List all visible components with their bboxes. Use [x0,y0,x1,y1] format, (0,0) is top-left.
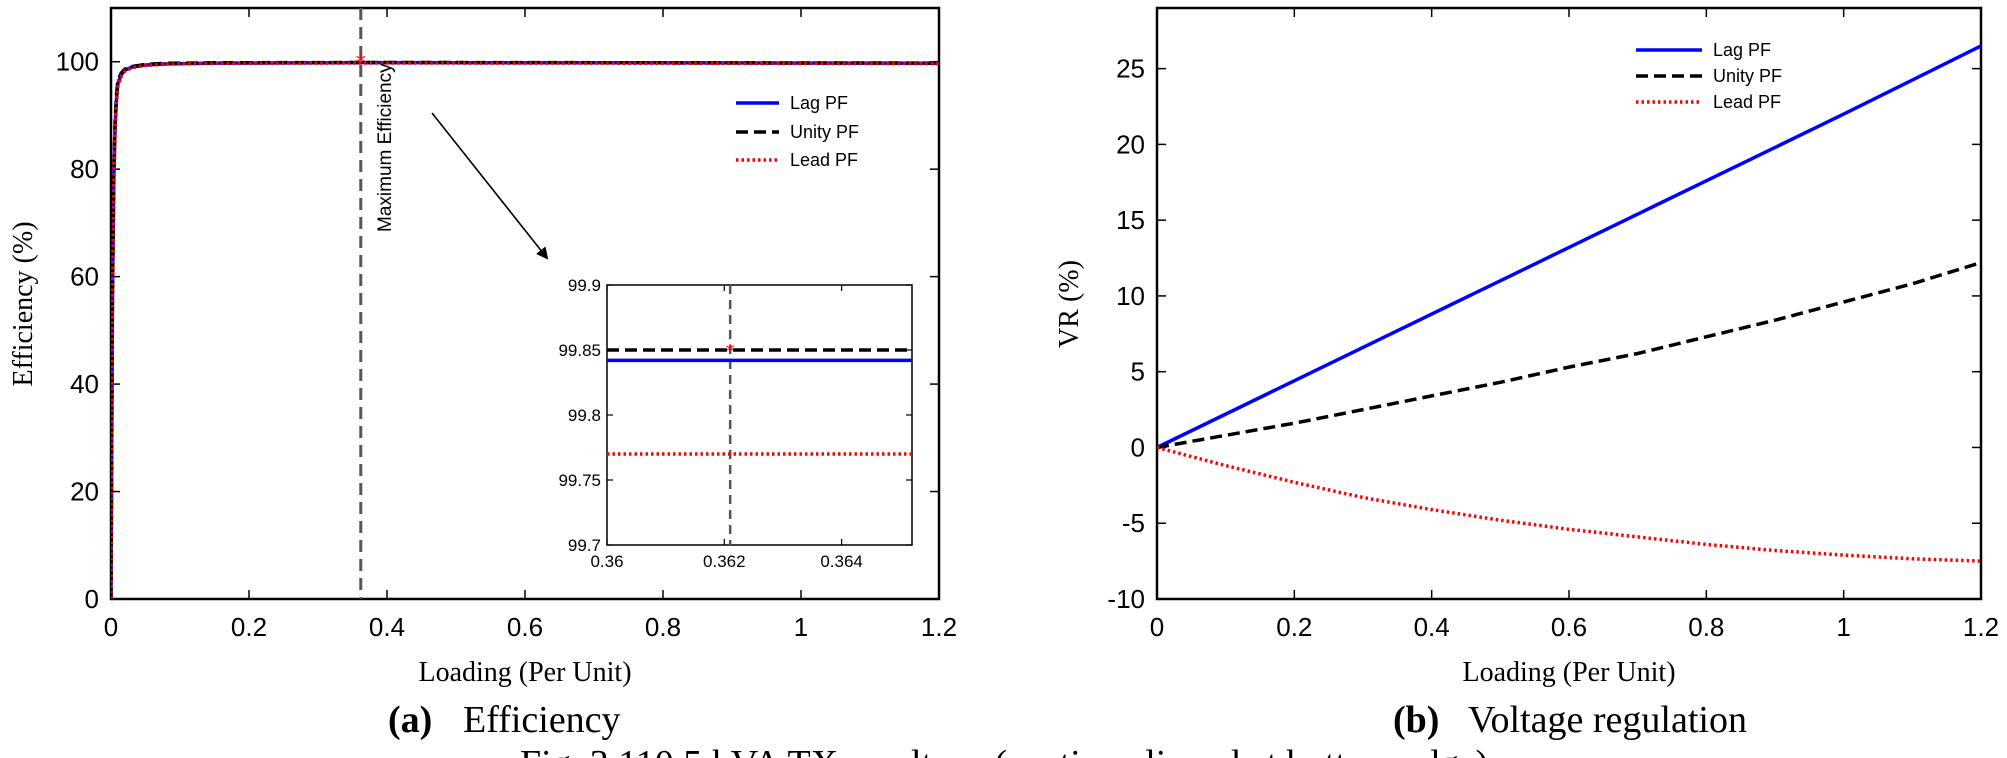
panel-b-plot-area [1155,6,1983,601]
legend-b-unity-label: Unity PF [1713,66,1782,86]
panel-a-legend: Lag PF Unity PF Lead PF [736,93,859,170]
panel-a-caption-letter: (a) [388,699,432,741]
inset-x-tick-label: 0.362 [703,552,746,571]
panel-b-x-tick-label: 1 [1836,612,1850,642]
inset-y-tick-label: 99.9 [568,276,601,295]
panel-b-y-tick-label: 5 [1131,357,1145,387]
panel-b-y-tick-label: 0 [1131,432,1145,462]
panel-b-x-axis: 0 0.2 0.4 0.6 0.8 1 1.2 [1150,8,1999,642]
panel-a-x-tick-label: 0.6 [507,612,543,642]
panel-b-series-lag-pf [1157,44,1981,450]
panel-a-y-tick-label: 40 [70,369,99,399]
panel-b-x-tick-label: 0.2 [1276,612,1312,642]
panel-a-x-tick-label: 1.2 [921,612,957,642]
inset-plot-area [606,284,913,546]
panel-a-caption-title: Efficiency [463,699,621,741]
inset-x-tick-label: 0.364 [820,552,863,571]
panel-b-x-tick-label: 0.4 [1414,612,1450,642]
panel-a-max-marker: * [356,51,366,75]
panel-a-y-tick-label: 80 [70,154,99,184]
panel-b-y-tick-label: 10 [1116,281,1145,311]
panel-b-series-unity-pf [1157,260,1981,450]
inset-axes: 99.7 99.75 99.8 99.85 99.9 0.36 0.362 0.364 [558,276,912,571]
legend-a-unity-label: Unity PF [790,122,859,142]
panel-a-y-tick-label: 100 [56,47,99,77]
inset-max-marker: * [726,341,735,362]
inset-y-tick-label: 99.85 [558,341,601,360]
panel-b-y-axis: -10 -5 0 5 10 15 20 25 [1107,54,1981,614]
panel-b-y-label: VR (%) [1054,260,1085,348]
panel-a-series-lead-pf [111,61,939,599]
legend-a-lead-label: Lead PF [790,150,858,170]
inset-series: * [607,285,912,545]
panel-b-y-tick-label: 25 [1116,54,1145,84]
panel-a-x-tick-label: 1 [794,612,808,642]
panel-a-series [111,60,939,599]
max-efficiency-marker: * [356,51,366,75]
panel-b-x-tick-label: 0.8 [1688,612,1724,642]
panel-b-x-tick-label: 0 [1150,612,1164,642]
panel-a-x-tick-label: 0.4 [369,612,405,642]
panel-b-y-tick-label: 20 [1116,129,1145,159]
panel-b-y-tick-label: -10 [1107,584,1145,614]
legend-a-lag-label: Lag PF [790,93,848,113]
max-efficiency-annotation: Maximum Efficiency [375,63,396,232]
legend-b-lead-label: Lead PF [1713,92,1781,112]
panel-b-x-label: Loading (Per Unit) [1462,657,1675,688]
figure-caption-clipped: Fig. 3 110.5 kVA TX results ... (caption… [520,743,1488,758]
panel-a-x-label: Loading (Per Unit) [418,657,631,688]
panel-a-y-label: Efficiency (%) [8,221,39,386]
panel-a-y-axis: 0 20 40 60 80 100 [56,47,939,614]
panel-a-inset: 99.7 99.75 99.8 99.85 99.9 0.36 0.362 0.364 * [558,276,913,571]
panel-a-y-tick-label: 0 [85,584,99,614]
annotation-arrow [431,112,549,260]
panel-a: 0 20 40 60 80 100 0 0.2 0.4 0.6 0.8 1 1.2 * Maximum… [8,6,957,741]
panel-b-y-tick-label: 15 [1116,205,1145,235]
panel-a-y-tick-label: 20 [70,477,99,507]
legend-b-lag-label: Lag PF [1713,40,1771,60]
panel-b-caption-letter: (b) [1393,699,1439,741]
panel-b-legend: Lag PF Unity PF Lead PF [1636,40,1782,112]
inset-y-tick-label: 99.7 [568,536,601,555]
inset-x-tick-label: 0.36 [590,552,623,571]
panel-b-caption-title: Voltage regulation [1468,699,1747,741]
inset-y-tick-label: 99.8 [568,406,601,425]
panel-b-series-lead-pf [1157,445,1981,563]
panel-b-y-tick-label: -5 [1122,508,1145,538]
panel-a-y-tick-label: 60 [70,262,99,292]
panel-a-x-tick-label: 0.8 [645,612,681,642]
panel-b: -10 -5 0 5 10 15 20 25 0 0.2 0.4 0.6 0.8 1 1.2 Lag PF… [1054,6,1999,741]
inset-y-tick-label: 99.75 [558,471,601,490]
panel-a-x-axis: 0 0.2 0.4 0.6 0.8 1 1.2 [104,8,957,642]
panel-a-x-tick-label: 0 [104,612,118,642]
panel-b-series [1157,44,1981,563]
panel-b-x-tick-label: 0.6 [1551,612,1587,642]
panel-a-x-tick-label: 0.2 [231,612,267,642]
panel-b-x-tick-label: 1.2 [1963,612,1999,642]
